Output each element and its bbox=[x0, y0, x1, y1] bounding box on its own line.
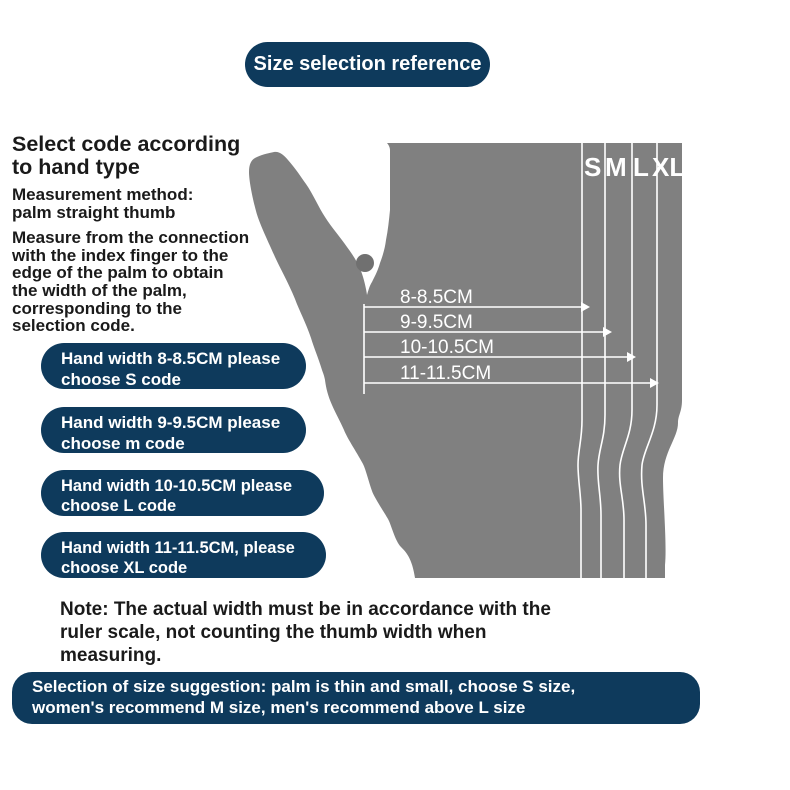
svg-text:M: M bbox=[605, 152, 627, 182]
svg-text:XL: XL bbox=[652, 152, 685, 182]
svg-text:8-8.5CM: 8-8.5CM bbox=[400, 287, 473, 308]
svg-text:9-9.5CM: 9-9.5CM bbox=[400, 312, 473, 333]
svg-text:10-10.5CM: 10-10.5CM bbox=[400, 337, 494, 358]
svg-text:L: L bbox=[633, 152, 649, 182]
svg-text:S: S bbox=[584, 152, 601, 182]
svg-text:11-11.5CM: 11-11.5CM bbox=[400, 363, 491, 384]
